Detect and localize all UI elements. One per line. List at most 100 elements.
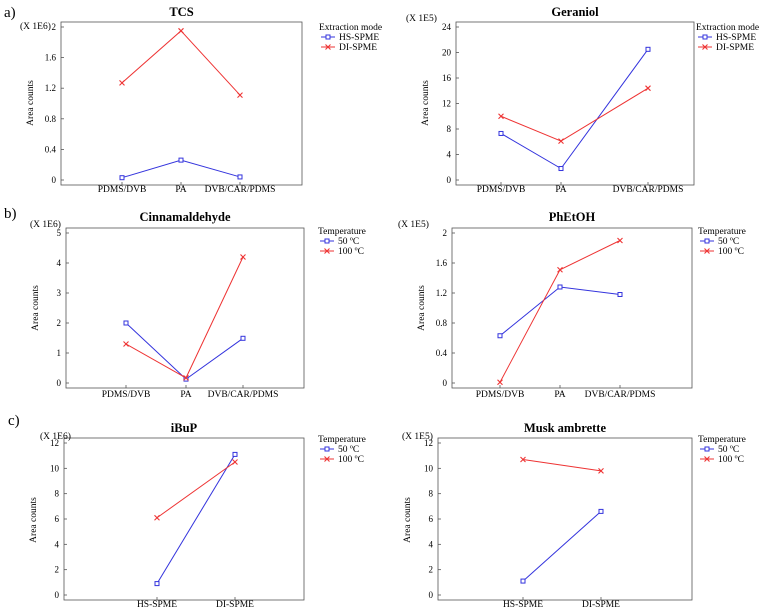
y-tick-label: 16	[442, 73, 452, 83]
data-point	[154, 514, 160, 521]
x-tick-label: PDMS/DVB	[102, 390, 151, 400]
legend-marker	[324, 238, 330, 244]
y-tick-label: 0	[447, 175, 452, 185]
legend-marker	[704, 238, 710, 244]
y-tick-label: 8	[447, 124, 452, 134]
y-tick-label: 2	[443, 228, 448, 238]
series-line-1	[125, 322, 244, 380]
x-tick-label: PA	[180, 390, 191, 400]
y-tick-label: 2	[52, 22, 57, 32]
axis-multiplier: (X 1E6)	[40, 431, 71, 442]
x-tick-label: PDMS/DVB	[98, 185, 147, 195]
series-line-2	[156, 461, 236, 519]
data-point	[557, 266, 563, 273]
chart-title: Geraniol	[551, 5, 599, 19]
chart-title: Cinnamaldehyde	[140, 210, 231, 224]
y-tick-label: 0	[429, 590, 434, 600]
y-tick-label: 2	[429, 565, 434, 575]
legend-item-label: 50 ºC	[338, 445, 359, 455]
axis-multiplier: (X 1E5)	[402, 431, 433, 442]
y-axis-label: Area counts	[417, 285, 427, 331]
data-point	[645, 85, 651, 92]
y-tick-label: 24	[442, 22, 452, 32]
legend-marker	[325, 34, 331, 40]
y-tick-label: 1.6	[45, 53, 57, 63]
y-tick-label: 1.2	[436, 288, 447, 298]
y-tick-label: 0.8	[45, 114, 57, 124]
axis-multiplier: (X 1E6)	[30, 219, 61, 230]
y-tick-label: 0	[55, 590, 60, 600]
x-tick-label: HS-SPME	[503, 600, 543, 610]
data-point	[598, 508, 604, 514]
legend-title: Temperature	[698, 227, 746, 237]
legend-item-label: DI-SPME	[716, 43, 754, 53]
section-label-c: c)	[8, 413, 20, 429]
y-tick-label: 12	[424, 438, 433, 448]
data-point	[645, 46, 651, 52]
series-line-1	[522, 511, 602, 582]
data-point	[232, 459, 238, 465]
data-point	[520, 578, 526, 584]
chart-title: Musk ambrette	[524, 421, 607, 435]
x-tick-label: DVB/CAR/PDMS	[208, 390, 279, 400]
chart-title: iBuP	[171, 421, 198, 435]
x-tick-label: DVB/CAR/PDMS	[585, 390, 656, 400]
legend-title: Temperature	[318, 227, 366, 237]
plot-frame	[437, 437, 693, 601]
x-tick-label: DVB/CAR/PDMS	[613, 185, 684, 195]
legend-item-label: 100 ºC	[338, 247, 364, 257]
chart-panel-6: Musk ambrette (X 1E5) Area counts 0 2 4 6 8 10 12…	[402, 421, 746, 610]
legend-title: Temperature	[318, 435, 366, 445]
legend-title: Extraction mode	[319, 23, 382, 33]
plot-frame	[63, 437, 305, 601]
x-tick-label: PA	[175, 185, 186, 195]
data-point	[178, 157, 184, 163]
chart-panel-3: Cinnamaldehyde (X 1E6) Area counts 0 1 2 3 4 5 PD…	[30, 210, 366, 400]
series-line-1	[500, 49, 649, 170]
y-tick-label: 0.8	[436, 318, 448, 328]
y-tick-label: 1.2	[45, 83, 56, 93]
legend-item-label: 50 ºC	[338, 237, 359, 247]
legend-marker	[704, 456, 710, 462]
y-tick-label: 10	[50, 463, 60, 473]
legend-item-label: DI-SPME	[339, 43, 377, 53]
section-label-a: a)	[4, 5, 16, 21]
y-tick-label: 2	[55, 565, 60, 575]
data-point	[558, 166, 564, 172]
legend-marker	[702, 34, 708, 40]
legend-marker	[325, 44, 331, 50]
plot-frame	[60, 21, 303, 186]
data-point	[154, 581, 160, 587]
y-tick-label: 12	[50, 438, 59, 448]
y-tick-label: 1.6	[436, 258, 448, 268]
legend-item-label: 100 ºC	[718, 247, 744, 257]
y-tick-label: 4	[447, 150, 452, 160]
legend-item-label: HS-SPME	[339, 33, 379, 43]
data-point	[520, 456, 526, 463]
section-label-b: b)	[4, 206, 17, 222]
chart-panel-1: TCS (X 1E6) Area counts 0 0.4 0.8 1.2 1.6 2 PDMS/…	[20, 5, 382, 195]
plot-frame	[65, 227, 305, 389]
data-point	[123, 341, 129, 347]
series-line-2	[121, 30, 241, 96]
y-tick-label: 12	[442, 99, 451, 109]
y-axis-label: Area counts	[403, 497, 413, 543]
axis-multiplier: (X 1E6)	[20, 21, 51, 32]
series-line-2	[125, 256, 244, 379]
legend-title: Extraction mode	[696, 23, 759, 33]
legend-marker	[324, 446, 330, 452]
data-point	[237, 92, 243, 98]
y-tick-label: 0	[57, 378, 62, 388]
y-tick-label: 0.4	[436, 348, 448, 358]
y-tick-label: 0	[52, 175, 57, 185]
data-point	[598, 467, 604, 474]
y-tick-label: 0.4	[45, 144, 57, 154]
y-axis-label: Area counts	[421, 80, 431, 126]
y-axis-label: Area counts	[29, 497, 39, 543]
axis-multiplier: (X 1E5)	[406, 13, 437, 24]
series-line-2	[499, 240, 621, 383]
